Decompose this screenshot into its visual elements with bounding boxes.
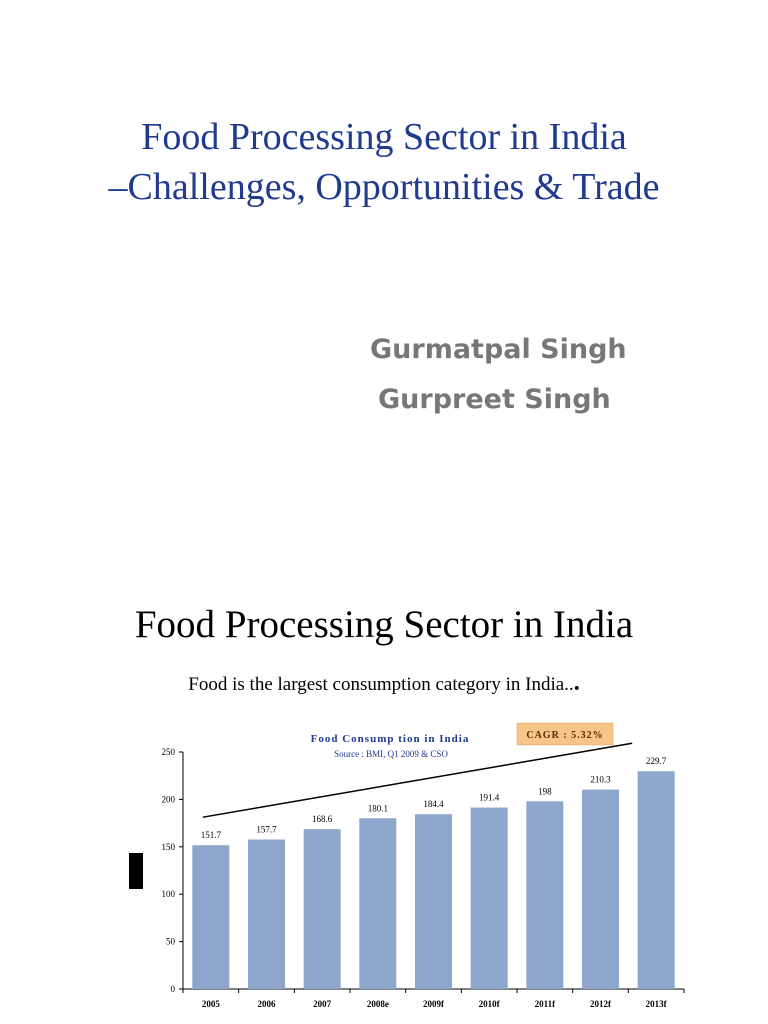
x-tick-label: 2012f	[590, 999, 612, 1009]
x-tick-label: 2006	[258, 999, 277, 1009]
bar	[359, 818, 397, 989]
x-tick-label: 2005	[202, 999, 221, 1009]
food-consumption-chart: 0 50 100 150 200 250 151.7 2005 157.7 2006 168.6 2…	[162, 722, 685, 1009]
bar	[637, 771, 675, 989]
data-label: 151.7	[201, 830, 222, 840]
data-label: 210.3	[590, 775, 611, 785]
x-tick-label: 2013f	[646, 999, 668, 1009]
chart-title: Food Consump tion in India	[311, 733, 470, 745]
bar	[192, 845, 230, 989]
data-label: 157.7	[256, 825, 277, 835]
title-line-2: –Challenges, Opportunities & Trade	[108, 166, 660, 208]
chart-bars	[192, 771, 675, 989]
bar	[415, 814, 452, 989]
bar	[248, 839, 285, 989]
data-label: 229.7	[646, 756, 667, 766]
y-tick-label: 50	[166, 937, 176, 947]
y-tick-label: 150	[162, 842, 176, 852]
slide-1: Food Processing Sector in India –Challen…	[0, 112, 768, 415]
chart-labels: 151.7 2005 157.7 2006 168.6 2007 180.1 2008e 184…	[201, 722, 668, 1009]
x-tick-label: 2010f	[479, 999, 501, 1009]
cagr-badge-label: CAGR : 5.32%	[526, 730, 603, 741]
black-block	[129, 853, 143, 889]
subtitle-text: Food is the largest consumption category…	[188, 674, 574, 695]
y-tick-label: 250	[162, 747, 176, 757]
x-tick-label: 2008e	[367, 999, 389, 1009]
data-label: 180.1	[368, 803, 388, 813]
data-label: 168.6	[312, 814, 333, 824]
y-tick-label: 200	[162, 794, 176, 804]
data-label: 191.4	[479, 793, 500, 803]
bar	[526, 801, 564, 989]
slide-2-title: Food Processing Sector in India	[134, 603, 634, 646]
x-tick-label: 2009f	[423, 999, 445, 1009]
slide-2-subtitle: Food is the largest consumption category…	[0, 670, 768, 697]
author-1: Gurmatpal Singh	[370, 334, 627, 365]
bar	[582, 789, 619, 989]
title-line-1: Food Processing Sector in India	[141, 116, 627, 158]
slide-1-title: Food Processing Sector in India –Challen…	[0, 112, 768, 212]
author-2: Gurpreet Singh	[378, 384, 611, 415]
y-tick-label: 0	[171, 984, 176, 994]
bar	[303, 829, 341, 989]
y-tick-label: 100	[162, 889, 176, 899]
subtitle-dot: .	[573, 670, 580, 696]
data-label: 198	[538, 786, 552, 796]
x-tick-label: 2007	[313, 999, 332, 1009]
bar	[470, 807, 508, 989]
data-label: 184.4	[423, 799, 444, 809]
chart-subtitle: Source : BMI, Q1 2009 & CSO	[334, 749, 448, 759]
slide-2: Food Processing Sector in India Food is …	[0, 560, 768, 1024]
x-tick-label: 2011f	[535, 999, 557, 1009]
cagr-badge	[516, 722, 614, 746]
trend-line	[202, 742, 633, 818]
